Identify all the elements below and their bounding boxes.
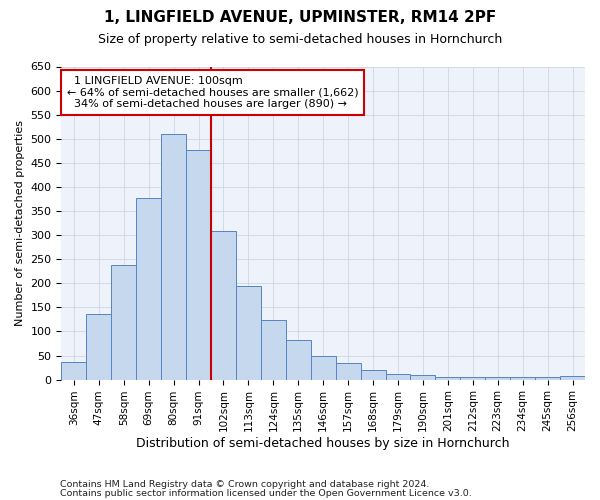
Bar	[361, 370, 386, 380]
Bar	[386, 374, 410, 380]
Bar	[485, 377, 510, 380]
Bar	[86, 314, 111, 380]
Bar	[535, 377, 560, 380]
Bar	[410, 375, 436, 380]
Bar	[186, 150, 211, 380]
Text: 1, LINGFIELD AVENUE, UPMINSTER, RM14 2PF: 1, LINGFIELD AVENUE, UPMINSTER, RM14 2PF	[104, 10, 496, 25]
Text: 1 LINGFIELD AVENUE: 100sqm
← 64% of semi-detached houses are smaller (1,662)
  3: 1 LINGFIELD AVENUE: 100sqm ← 64% of semi…	[67, 76, 358, 109]
Bar	[311, 356, 335, 380]
Bar	[436, 377, 460, 380]
Bar	[211, 231, 236, 380]
Text: Contains HM Land Registry data © Crown copyright and database right 2024.: Contains HM Land Registry data © Crown c…	[60, 480, 430, 489]
Bar	[510, 377, 535, 380]
Bar	[286, 340, 311, 380]
Bar	[136, 198, 161, 380]
Bar	[236, 286, 261, 380]
Bar	[460, 377, 485, 380]
Bar	[560, 376, 585, 380]
Text: Contains public sector information licensed under the Open Government Licence v3: Contains public sector information licen…	[60, 489, 472, 498]
Bar	[261, 320, 286, 380]
Bar	[161, 134, 186, 380]
X-axis label: Distribution of semi-detached houses by size in Hornchurch: Distribution of semi-detached houses by …	[136, 437, 510, 450]
Y-axis label: Number of semi-detached properties: Number of semi-detached properties	[15, 120, 25, 326]
Bar	[111, 266, 136, 380]
Bar	[335, 362, 361, 380]
Bar	[61, 362, 86, 380]
Text: Size of property relative to semi-detached houses in Hornchurch: Size of property relative to semi-detach…	[98, 32, 502, 46]
